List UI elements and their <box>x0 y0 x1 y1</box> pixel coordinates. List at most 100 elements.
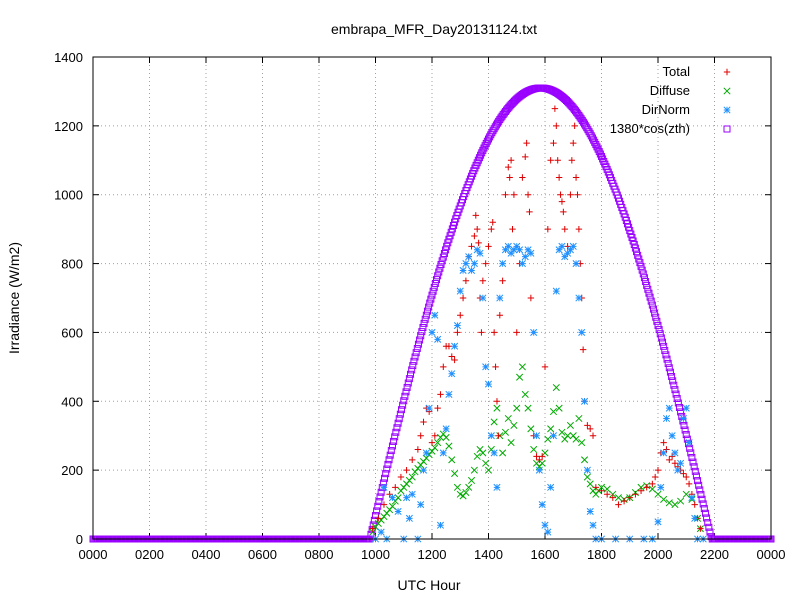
plot-frame <box>92 56 772 540</box>
data-point <box>390 437 398 445</box>
data-point <box>505 163 512 171</box>
data-point <box>677 459 685 467</box>
data-point <box>575 414 583 423</box>
data-point <box>448 353 455 360</box>
data-point <box>630 241 638 249</box>
data-point <box>680 470 687 477</box>
data-point <box>661 347 669 355</box>
data-point <box>665 364 673 372</box>
data-point <box>468 243 475 250</box>
data-point <box>544 435 552 443</box>
data-point <box>586 507 594 516</box>
legend-marker <box>723 87 731 95</box>
data-point <box>502 191 509 198</box>
data-point <box>397 473 405 481</box>
data-point <box>445 343 453 350</box>
data-point <box>509 225 516 233</box>
data-point <box>459 266 467 275</box>
data-point <box>433 276 441 284</box>
data-point <box>704 519 712 527</box>
data-point <box>379 479 387 487</box>
data-point <box>647 297 655 305</box>
data-point <box>547 425 555 433</box>
data-point <box>453 483 461 491</box>
x-tick-label: 0000 <box>757 547 786 562</box>
data-point <box>510 191 518 198</box>
data-point <box>691 514 699 522</box>
data-point <box>572 435 580 443</box>
data-point <box>400 397 408 405</box>
data-point <box>522 153 529 161</box>
data-point <box>706 528 714 536</box>
data-point <box>454 329 461 336</box>
data-point <box>375 498 383 506</box>
data-point <box>417 332 425 340</box>
data-point <box>648 485 656 493</box>
x-tick-label: 0000 <box>79 547 108 562</box>
data-point <box>380 501 388 508</box>
data-point <box>440 363 447 371</box>
data-point <box>675 403 683 411</box>
data-point <box>694 477 702 485</box>
data-point <box>673 395 681 403</box>
data-point <box>495 432 502 439</box>
data-point <box>479 294 487 302</box>
data-point <box>688 453 696 461</box>
y-axis-label: Irradiance (W/m2) <box>6 242 22 354</box>
data-point <box>380 483 388 491</box>
data-point <box>637 483 645 491</box>
data-point <box>660 495 668 503</box>
data-point <box>552 287 560 295</box>
data-point <box>666 368 674 376</box>
data-point <box>642 278 650 286</box>
data-point <box>524 191 532 198</box>
data-point <box>518 363 526 371</box>
data-point <box>467 476 476 485</box>
data-point <box>609 490 617 498</box>
data-point <box>387 447 395 455</box>
data-point <box>538 501 546 509</box>
data-point <box>668 372 676 380</box>
data-point <box>417 501 425 509</box>
data-point <box>434 335 442 343</box>
data-point <box>638 266 646 274</box>
data-point <box>417 432 424 439</box>
data-point <box>426 299 434 307</box>
data-point <box>669 377 677 385</box>
data-point <box>685 480 693 488</box>
data-point <box>680 421 688 429</box>
data-point <box>632 491 639 498</box>
data-point <box>428 439 436 446</box>
data-point <box>451 342 459 350</box>
data-point <box>654 466 662 474</box>
data-point <box>557 191 564 198</box>
y-tick-labels: 0 200 400 600 800 1000 1200 1400 <box>54 50 83 547</box>
data-point <box>547 157 554 164</box>
data-point <box>561 225 568 233</box>
data-point <box>670 381 678 389</box>
data-point <box>555 174 563 181</box>
data-point <box>566 421 574 429</box>
data-point <box>646 293 654 301</box>
data-point <box>409 362 417 370</box>
data-point <box>558 242 566 250</box>
data-point <box>373 507 381 515</box>
data-point <box>370 516 378 524</box>
data-point <box>513 404 521 412</box>
data-point <box>541 449 549 457</box>
data-point <box>665 499 673 507</box>
data-point <box>404 379 412 387</box>
data-point <box>448 370 456 378</box>
data-point <box>431 432 439 439</box>
data-point <box>445 390 453 398</box>
data-point <box>629 237 637 245</box>
data-point <box>456 287 464 295</box>
data-point <box>475 154 483 162</box>
data-point <box>402 388 410 396</box>
data-point <box>376 493 384 501</box>
data-point <box>696 486 704 494</box>
data-point <box>369 528 377 536</box>
data-point <box>422 311 430 319</box>
data-point <box>648 301 656 309</box>
data-point <box>665 404 673 412</box>
